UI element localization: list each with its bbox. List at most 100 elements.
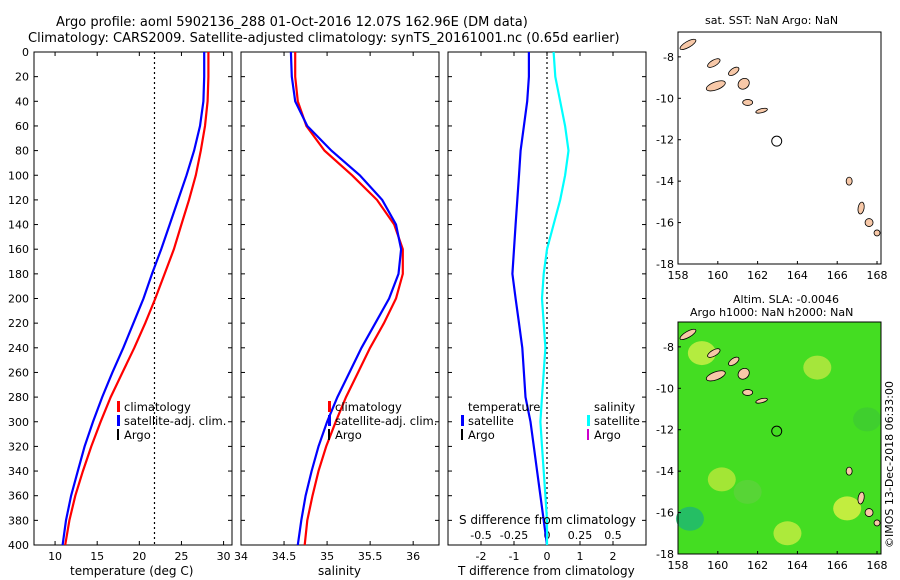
x-tick-label: 36	[406, 550, 420, 563]
map-x-tick-label: 168	[867, 269, 888, 282]
temperature-panel	[33, 51, 233, 546]
legend-label-argo: Argo	[124, 428, 151, 442]
map-x-tick-label: 166	[827, 269, 848, 282]
map-x-tick-label: 160	[707, 559, 728, 572]
island	[707, 58, 721, 68]
map1-title: sat. SST: NaN Argo: NaN	[705, 14, 838, 27]
x-tick-label: -2	[476, 550, 487, 563]
depth-tick-label: 160	[8, 243, 29, 256]
depth-tick-label: 320	[8, 440, 29, 453]
legend-label-s-satellite: satellite	[594, 414, 640, 428]
map2-plot: 158 160 162 164 166 168 -8 -10 -12 -14 -16 -18	[656, 321, 888, 572]
legend-header-salinity: salinity	[594, 400, 635, 414]
map-y-tick-label: -8	[663, 341, 674, 354]
depth-tick-label: 260	[8, 366, 29, 379]
map2-title-line-1: Altim. SLA: -0.0046	[733, 293, 839, 306]
island	[728, 66, 740, 76]
map-y-tick-label: -12	[656, 134, 674, 147]
map-y-tick-label: -10	[656, 382, 674, 395]
island	[679, 328, 697, 341]
map-y-tick-label: -16	[656, 507, 674, 520]
legend-swatch-s-argo	[587, 429, 589, 440]
imos-credit: ©IMOS 13-Dec-2018 06:33:00	[883, 381, 896, 548]
x-tick-label: 30	[217, 550, 231, 563]
map-x-tick-label: 158	[668, 559, 689, 572]
legend-swatch-s-satellite	[587, 415, 590, 426]
legend-swatch-satellite	[328, 415, 331, 426]
map-x-tick-label: 164	[787, 269, 808, 282]
island	[737, 77, 750, 90]
depth-tick-label: 240	[8, 342, 29, 355]
island	[707, 348, 721, 358]
x-tick-label: 34.5	[272, 550, 297, 563]
island	[679, 38, 697, 51]
sla-anomaly	[803, 355, 832, 380]
legend-swatch-argo	[328, 429, 330, 440]
legend-label-climatology: climatology	[335, 400, 402, 414]
s-tick-label: -0.5	[470, 529, 491, 542]
map-y-tick-label: -18	[656, 548, 674, 561]
island	[845, 176, 853, 186]
sla-anomaly	[853, 407, 882, 432]
difference-plot: -2 -1 0 1 2-0.5 -0.25 0 0.25 0.5	[448, 51, 646, 563]
depth-tick-label: 380	[8, 514, 29, 527]
legend-label-satellite: satellite-adj. clim.	[335, 414, 437, 428]
depth-tick-label: 100	[8, 169, 29, 182]
map-frame	[677, 321, 882, 555]
island	[705, 80, 726, 92]
s-tick-label: 0.5	[604, 529, 622, 542]
island	[873, 229, 881, 237]
depth-axis: 0 20 40 60 80 100 120 140 160 180 200 220 240 260 280 3…	[8, 46, 29, 552]
series-line-satellite-adj-clim-	[289, 51, 403, 546]
legend-label-t-satellite: satellite	[468, 414, 514, 428]
island	[755, 397, 768, 404]
series-line-climatology	[294, 52, 404, 546]
legend-header-temperature: temperature	[468, 400, 540, 414]
island	[845, 466, 853, 476]
map-x-tick-label: 168	[867, 559, 888, 572]
depth-tick-label: 60	[15, 120, 29, 133]
profile-marker	[771, 135, 783, 147]
island	[864, 508, 874, 517]
island	[755, 107, 768, 114]
island	[737, 367, 750, 380]
sla-anomaly	[687, 341, 716, 366]
x-tick-label: 0	[544, 550, 551, 563]
depth-tick-label: 400	[8, 539, 29, 552]
s-tick-label: -0.25	[500, 529, 528, 542]
sla-anomaly	[773, 521, 802, 546]
depth-tick-label: 340	[8, 465, 29, 478]
difference-xlabel: T difference from climatology	[457, 564, 635, 578]
sla-anomaly	[675, 506, 704, 531]
depth-tick-label: 220	[8, 317, 29, 330]
island	[705, 370, 726, 382]
x-tick-label: 10	[48, 550, 62, 563]
profile-marker	[771, 425, 783, 437]
temperature-plot: 10 15 20 25 30	[34, 51, 232, 563]
map-y-tick-label: -14	[656, 465, 674, 478]
temperature-xlabel: temperature (deg C)	[70, 564, 193, 578]
title-line-2: Climatology: CARS2009. Satellite-adjuste…	[28, 31, 620, 46]
sla-anomaly	[707, 467, 736, 492]
island	[857, 201, 865, 215]
x-tick-label: 2	[610, 550, 617, 563]
x-tick-label: -1	[509, 550, 520, 563]
depth-tick-label: 360	[8, 490, 29, 503]
x-tick-label: 15	[90, 550, 104, 563]
difference-legend: temperature satellite Argo salinity sate…	[461, 400, 640, 442]
x-tick-label: 25	[174, 550, 188, 563]
series-line-temperature-satellite	[511, 52, 549, 546]
island	[864, 218, 874, 227]
salinity-plot: 34 34.5 35 35.5 36	[234, 51, 439, 563]
s-tick-label: 0.25	[568, 529, 593, 542]
legend-label-t-argo: Argo	[468, 428, 495, 442]
depth-tick-label: 200	[8, 293, 29, 306]
depth-tick-label: 280	[8, 391, 29, 404]
map-y-tick-label: -8	[663, 51, 674, 64]
series-line-salinity-satellite	[539, 51, 570, 545]
x-tick-label: 20	[132, 550, 146, 563]
depth-tick-label: 120	[8, 194, 29, 207]
map2-title-line-2: Argo h1000: NaN h2000: NaN	[690, 306, 853, 319]
map-y-tick-label: -18	[656, 258, 674, 271]
